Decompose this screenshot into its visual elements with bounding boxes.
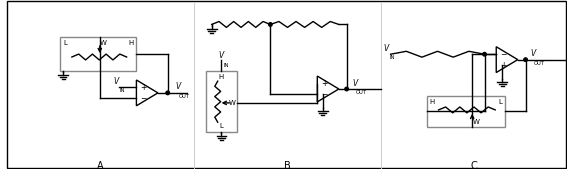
Circle shape bbox=[524, 58, 527, 61]
Circle shape bbox=[482, 52, 486, 56]
Text: W: W bbox=[100, 40, 107, 46]
Text: A: A bbox=[97, 161, 104, 171]
Polygon shape bbox=[136, 80, 158, 106]
Text: L: L bbox=[499, 99, 502, 105]
Text: +: + bbox=[500, 61, 507, 70]
Text: −: − bbox=[500, 50, 507, 59]
Text: W: W bbox=[228, 100, 235, 106]
Text: C: C bbox=[470, 161, 477, 171]
Bar bbox=[206, 71, 237, 132]
Bar bbox=[60, 37, 136, 71]
Text: OUT: OUT bbox=[179, 94, 190, 99]
Text: L: L bbox=[219, 123, 223, 129]
Text: L: L bbox=[63, 40, 67, 46]
Text: V: V bbox=[352, 79, 358, 88]
Text: IN: IN bbox=[389, 55, 395, 60]
Text: V: V bbox=[383, 44, 388, 53]
Circle shape bbox=[269, 23, 272, 26]
Circle shape bbox=[166, 91, 170, 95]
Text: −: − bbox=[140, 94, 147, 103]
Text: IN: IN bbox=[224, 63, 229, 68]
Text: +: + bbox=[140, 83, 147, 92]
Text: −: − bbox=[321, 90, 328, 99]
Polygon shape bbox=[317, 76, 339, 102]
Text: H: H bbox=[128, 40, 134, 46]
Circle shape bbox=[345, 87, 348, 91]
Text: W: W bbox=[473, 119, 480, 125]
Polygon shape bbox=[496, 47, 518, 72]
Text: V: V bbox=[175, 82, 180, 91]
Text: H: H bbox=[430, 99, 435, 105]
Text: V: V bbox=[113, 77, 119, 86]
Text: OUT: OUT bbox=[534, 61, 545, 66]
Text: V: V bbox=[531, 49, 536, 58]
Text: B: B bbox=[284, 161, 291, 171]
Text: OUT: OUT bbox=[356, 90, 367, 95]
Text: IN: IN bbox=[119, 88, 125, 93]
Text: V: V bbox=[218, 51, 223, 60]
Text: H: H bbox=[219, 74, 224, 80]
Bar bbox=[427, 96, 505, 127]
Text: +: + bbox=[321, 79, 328, 88]
